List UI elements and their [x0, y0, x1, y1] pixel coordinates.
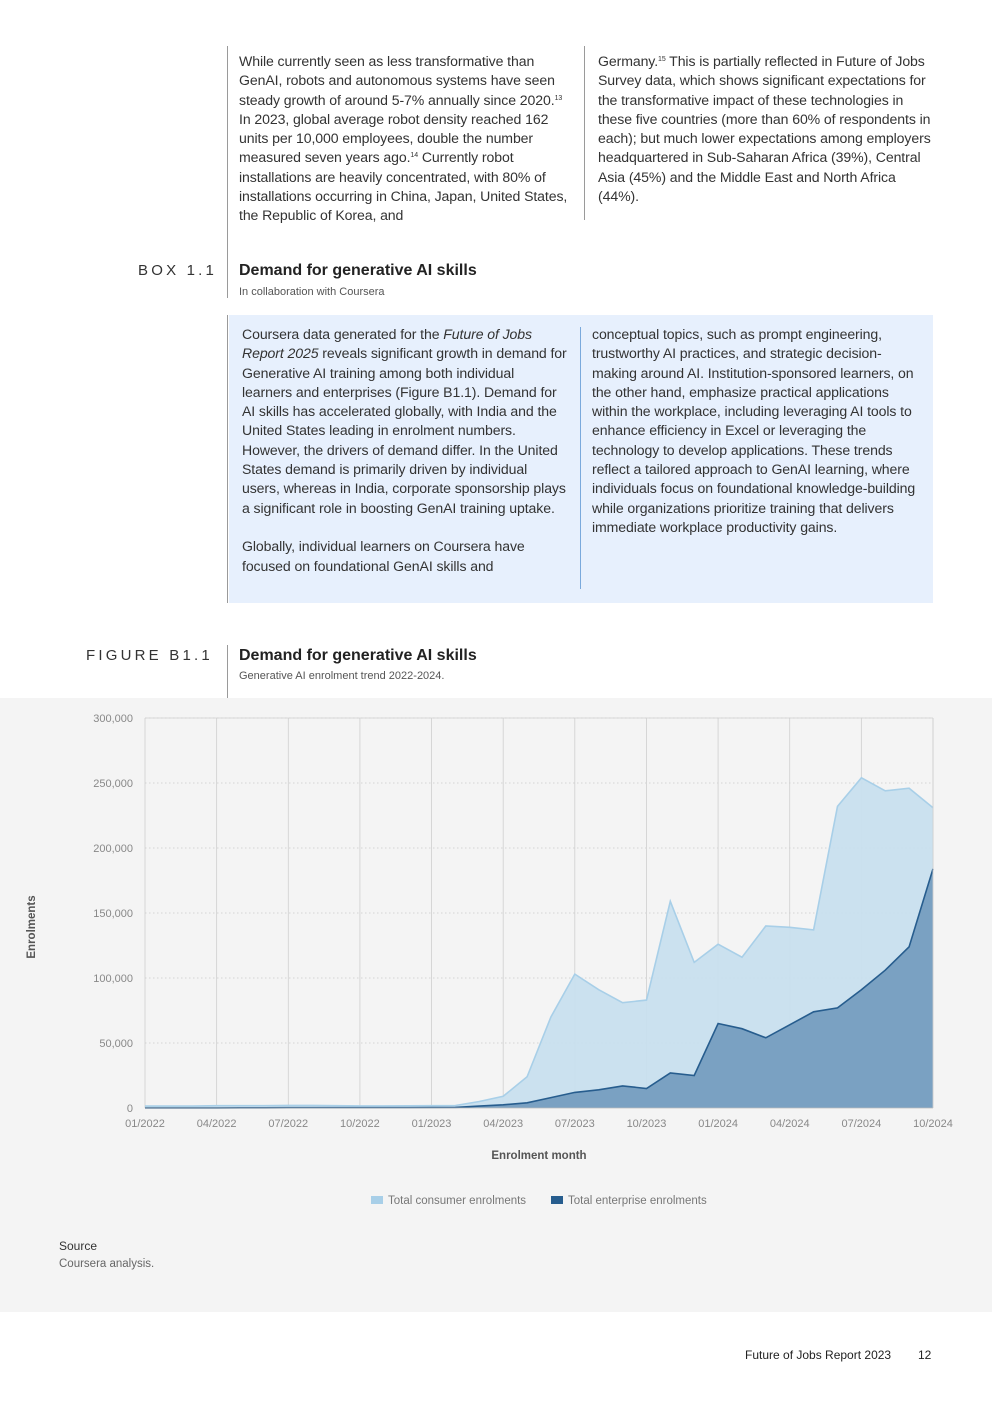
intro-col2-footnote-ref: 15 [658, 56, 666, 63]
x-tick-label: 10/2022 [340, 1118, 380, 1130]
box-title: Demand for generative AI skills [239, 262, 477, 279]
box-column-2: conceptual topics, such as prompt engine… [592, 325, 917, 537]
x-tick-label: 04/2024 [770, 1118, 810, 1130]
y-tick-label: 50,000 [99, 1038, 133, 1050]
intro-col1-text: In 2023, global average robot density re… [239, 110, 549, 166]
source-heading: Source [59, 1239, 98, 1253]
box-col2-paragraph-1: conceptual topics, such as prompt engine… [592, 326, 916, 535]
x-tick-label: 07/2024 [841, 1118, 881, 1130]
x-axis-title: Enrolment month [491, 1150, 586, 1162]
x-tick-label: 01/2022 [125, 1118, 165, 1130]
enterprise-area [145, 868, 933, 1108]
x-tick-label: 04/2023 [483, 1118, 523, 1130]
y-tick-label: 300,000 [93, 713, 133, 725]
y-tick-label: 200,000 [93, 843, 133, 855]
figure-label: FIGURE B1.1 [86, 647, 213, 664]
legend-label-enterprise: Total enterprise enrolments [568, 1195, 707, 1207]
box-col1-paragraph-1: Coursera data generated for the Future o… [242, 325, 567, 518]
figure-subtitle: Generative AI enrolment trend 2022-2024. [239, 670, 445, 682]
box-subtitle: In collaboration with Coursera [239, 286, 385, 298]
box-col1-italic-text: Future of Jobs Report 2025 [242, 326, 532, 362]
legend-label-consumer: Total consumer enrolments [388, 1195, 526, 1207]
x-tick-label: 07/2023 [555, 1118, 595, 1130]
intro-col1-text: While currently seen as less transformat… [239, 53, 555, 108]
y-tick-label: 250,000 [93, 778, 133, 790]
legend-swatch-enterprise [551, 1196, 563, 1204]
intro-column-1: While currently seen as less transformat… [239, 52, 575, 226]
consumer-line [145, 776, 934, 1107]
x-tick-label: 04/2022 [197, 1118, 237, 1130]
figure-title: Demand for generative AI skills [239, 647, 477, 664]
y-tick-label: 150,000 [93, 908, 133, 920]
left-rule-top [227, 46, 228, 298]
legend-swatch-consumer [371, 1196, 383, 1204]
intro-column-2: Germany.15 This is partially reflected i… [598, 52, 934, 206]
consumer-area [145, 777, 933, 1108]
footer-report-title: Future of Jobs Report 2023 [745, 1348, 892, 1362]
box-column-1: Coursera data generated for the Future o… [242, 325, 567, 576]
x-tick-label: 10/2023 [627, 1118, 667, 1130]
y-tick-label: 0 [127, 1103, 133, 1115]
x-tick-label: 07/2022 [268, 1118, 308, 1130]
column-divider-intro [584, 46, 585, 220]
intro-col1-text: Currently robot installations are heavil… [239, 149, 568, 224]
box-panel [229, 315, 933, 603]
y-axis-title: Enrolments [26, 895, 38, 958]
intro-col1-footnote-ref: 13 [554, 94, 563, 102]
source-text: Coursera analysis. [59, 1258, 155, 1270]
page-number: 12 [918, 1348, 932, 1362]
x-tick-label: 01/2023 [412, 1118, 452, 1130]
x-tick-label: 01/2024 [698, 1118, 738, 1130]
intro-col2-text: Germany. [598, 53, 659, 69]
y-tick-label: 100,000 [93, 973, 133, 985]
box-col1-text: Coursera data generated for the [242, 326, 444, 342]
enrolment-area-chart: 0 50,000 100,000 150,000 200,000 250,000 300,0… [26, 713, 953, 1207]
intro-col2-text: This is partially reflected in Future of… [598, 53, 931, 205]
x-tick-label: 10/2024 [913, 1118, 953, 1130]
box-col1-text: reveals significant growth in demand for… [242, 345, 567, 516]
box-col1-paragraph-2: Globally, individual learners on Courser… [242, 538, 525, 574]
box-label: BOX 1.1 [138, 262, 218, 279]
box-left-rule [227, 315, 228, 603]
figure-left-rule [227, 645, 228, 699]
intro-col1-footnote-ref: 14 [410, 152, 419, 160]
box-column-divider [580, 327, 581, 589]
